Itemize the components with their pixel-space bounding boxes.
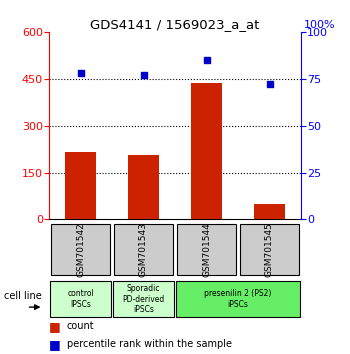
- Bar: [50, 281, 111, 317]
- Text: GSM701544: GSM701544: [202, 222, 211, 277]
- Text: ■: ■: [49, 338, 61, 350]
- Text: presenilin 2 (PS2)
iPSCs: presenilin 2 (PS2) iPSCs: [204, 290, 272, 309]
- Point: [204, 57, 209, 63]
- Bar: [191, 84, 222, 219]
- Bar: [254, 204, 285, 219]
- Point: [141, 72, 146, 78]
- Bar: [240, 224, 299, 275]
- Text: GSM701545: GSM701545: [265, 222, 274, 277]
- Bar: [176, 281, 300, 317]
- Text: count: count: [66, 321, 94, 331]
- Bar: [128, 155, 159, 219]
- Bar: [114, 224, 173, 275]
- Bar: [51, 224, 110, 275]
- Point: [78, 70, 83, 76]
- Text: GSM701543: GSM701543: [139, 222, 148, 277]
- Bar: [65, 152, 96, 219]
- Text: cell line: cell line: [4, 291, 41, 301]
- Text: 100%: 100%: [304, 21, 335, 30]
- Text: percentile rank within the sample: percentile rank within the sample: [66, 339, 232, 349]
- Text: Sporadic
PD-derived
iPSCs: Sporadic PD-derived iPSCs: [122, 284, 164, 314]
- Point: [267, 81, 272, 87]
- Bar: [113, 281, 174, 317]
- Text: control
IPSCs: control IPSCs: [67, 290, 94, 309]
- Text: GSM701542: GSM701542: [76, 222, 85, 277]
- Title: GDS4141 / 1569023_a_at: GDS4141 / 1569023_a_at: [90, 18, 260, 31]
- Bar: [177, 224, 236, 275]
- Text: ■: ■: [49, 320, 61, 333]
